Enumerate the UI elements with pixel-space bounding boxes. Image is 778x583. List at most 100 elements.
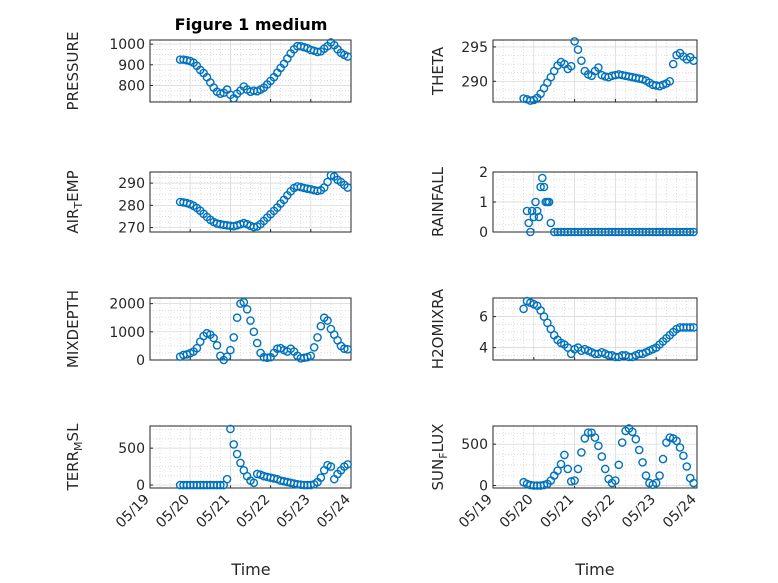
data-point bbox=[534, 212, 544, 222]
data-point bbox=[689, 56, 698, 65]
x-tick-label: 05/21 bbox=[193, 492, 233, 532]
data-point bbox=[590, 433, 600, 442]
data-point bbox=[313, 186, 322, 196]
data-point bbox=[192, 343, 202, 353]
x-axis-label-left: Time bbox=[230, 560, 270, 579]
data-point bbox=[641, 471, 651, 480]
y-tick-label: 900 bbox=[118, 58, 145, 74]
data-point bbox=[553, 466, 562, 475]
data-point bbox=[665, 433, 675, 442]
data-point bbox=[638, 458, 647, 467]
data-point bbox=[546, 218, 556, 228]
y-tick-label: 500 bbox=[118, 441, 145, 457]
data-point bbox=[229, 440, 239, 449]
y-tick-label: 6 bbox=[479, 310, 488, 326]
data-point bbox=[573, 464, 583, 474]
data-point bbox=[594, 441, 603, 451]
data-point bbox=[339, 344, 349, 354]
y-axis-label: MIXDEPTH bbox=[64, 290, 82, 368]
y-tick-label: 295 bbox=[461, 40, 488, 56]
subplot-2: 290 295 THETA bbox=[429, 37, 698, 105]
y-tick-label: 2000 bbox=[109, 297, 145, 313]
axes-frame bbox=[149, 425, 352, 489]
y-tick-label: 290 bbox=[118, 176, 145, 192]
data-point bbox=[527, 206, 537, 216]
data-point bbox=[216, 480, 225, 490]
data-point bbox=[563, 464, 573, 474]
data-point bbox=[577, 56, 586, 65]
subplot-5: 0 1000 2000 MIXDEPTH bbox=[64, 290, 352, 369]
x-tick-label: 05/19 bbox=[456, 492, 496, 532]
data-point bbox=[628, 427, 637, 437]
data-point bbox=[577, 448, 586, 457]
data-point bbox=[560, 450, 569, 460]
data-point bbox=[246, 316, 255, 325]
data-point bbox=[573, 45, 583, 54]
data-point bbox=[611, 476, 620, 485]
data-point bbox=[536, 182, 545, 192]
data-point bbox=[323, 177, 332, 187]
data-point bbox=[665, 77, 675, 86]
subplot-6: 4 6 H2OMIXRA bbox=[429, 288, 698, 369]
data-point bbox=[306, 351, 316, 361]
y-tick-label: 500 bbox=[461, 437, 488, 453]
x-axis-label-right: Time bbox=[574, 560, 614, 579]
subplot-1: 800 900 1000 PRESSURE bbox=[64, 32, 352, 110]
data-point bbox=[316, 321, 326, 331]
data-point bbox=[594, 63, 603, 72]
data-point bbox=[343, 460, 352, 469]
data-point bbox=[522, 206, 532, 216]
data-point bbox=[617, 438, 627, 447]
data-point bbox=[682, 462, 692, 471]
data-point bbox=[532, 206, 542, 216]
data-point bbox=[226, 424, 235, 434]
data-point bbox=[634, 445, 644, 455]
data-point bbox=[316, 473, 326, 482]
x-tick-label: 05/21 bbox=[538, 492, 578, 532]
data-point bbox=[222, 474, 232, 484]
data-point bbox=[685, 227, 695, 237]
data-point bbox=[249, 327, 259, 337]
axes-frame bbox=[149, 297, 352, 361]
data-point bbox=[249, 478, 259, 488]
x-tick-label: 05/24 bbox=[660, 491, 700, 531]
data-point bbox=[239, 297, 249, 307]
x-tick-label: 05/19 bbox=[113, 492, 153, 532]
x-tick-label: 05/20 bbox=[153, 492, 193, 532]
data-point bbox=[232, 313, 242, 323]
data-point bbox=[600, 464, 610, 474]
axes-frame bbox=[149, 39, 352, 103]
y-tick-label: 1000 bbox=[109, 325, 145, 341]
data-point bbox=[323, 316, 332, 325]
data-point bbox=[556, 459, 566, 469]
data-point bbox=[313, 47, 322, 57]
y-tick-label: 0 bbox=[479, 479, 488, 495]
y-tick-label: 0 bbox=[136, 353, 145, 369]
axes-frame bbox=[492, 425, 698, 489]
y-axis-label: H2OMIXRA bbox=[429, 288, 447, 369]
y-tick-label: 270 bbox=[118, 221, 145, 237]
data-point bbox=[226, 345, 235, 355]
data-point bbox=[232, 449, 242, 459]
data-point bbox=[583, 428, 593, 437]
y-axis-label: THETA bbox=[429, 46, 447, 96]
axes-frame bbox=[149, 171, 352, 233]
data-point bbox=[526, 227, 535, 237]
data-point bbox=[538, 173, 547, 183]
y-axis-label: AIRTEMP bbox=[64, 170, 85, 233]
x-tick-label: 05/24 bbox=[314, 491, 354, 531]
data-point bbox=[222, 352, 232, 361]
data-point bbox=[524, 218, 534, 228]
data-point bbox=[242, 304, 252, 314]
y-tick-label: 2 bbox=[479, 165, 488, 181]
y-tick-label: 290 bbox=[461, 74, 488, 90]
data-point bbox=[252, 338, 262, 348]
data-point bbox=[651, 478, 661, 488]
data-point bbox=[668, 59, 678, 69]
subplot-8: 0 500 05/19 05/20 05/21 05/22 05/23 05/24 SUNFLU… bbox=[429, 424, 700, 532]
data-point bbox=[570, 476, 579, 485]
data-point bbox=[343, 344, 352, 354]
data-point bbox=[631, 434, 641, 444]
data-point bbox=[309, 343, 319, 352]
